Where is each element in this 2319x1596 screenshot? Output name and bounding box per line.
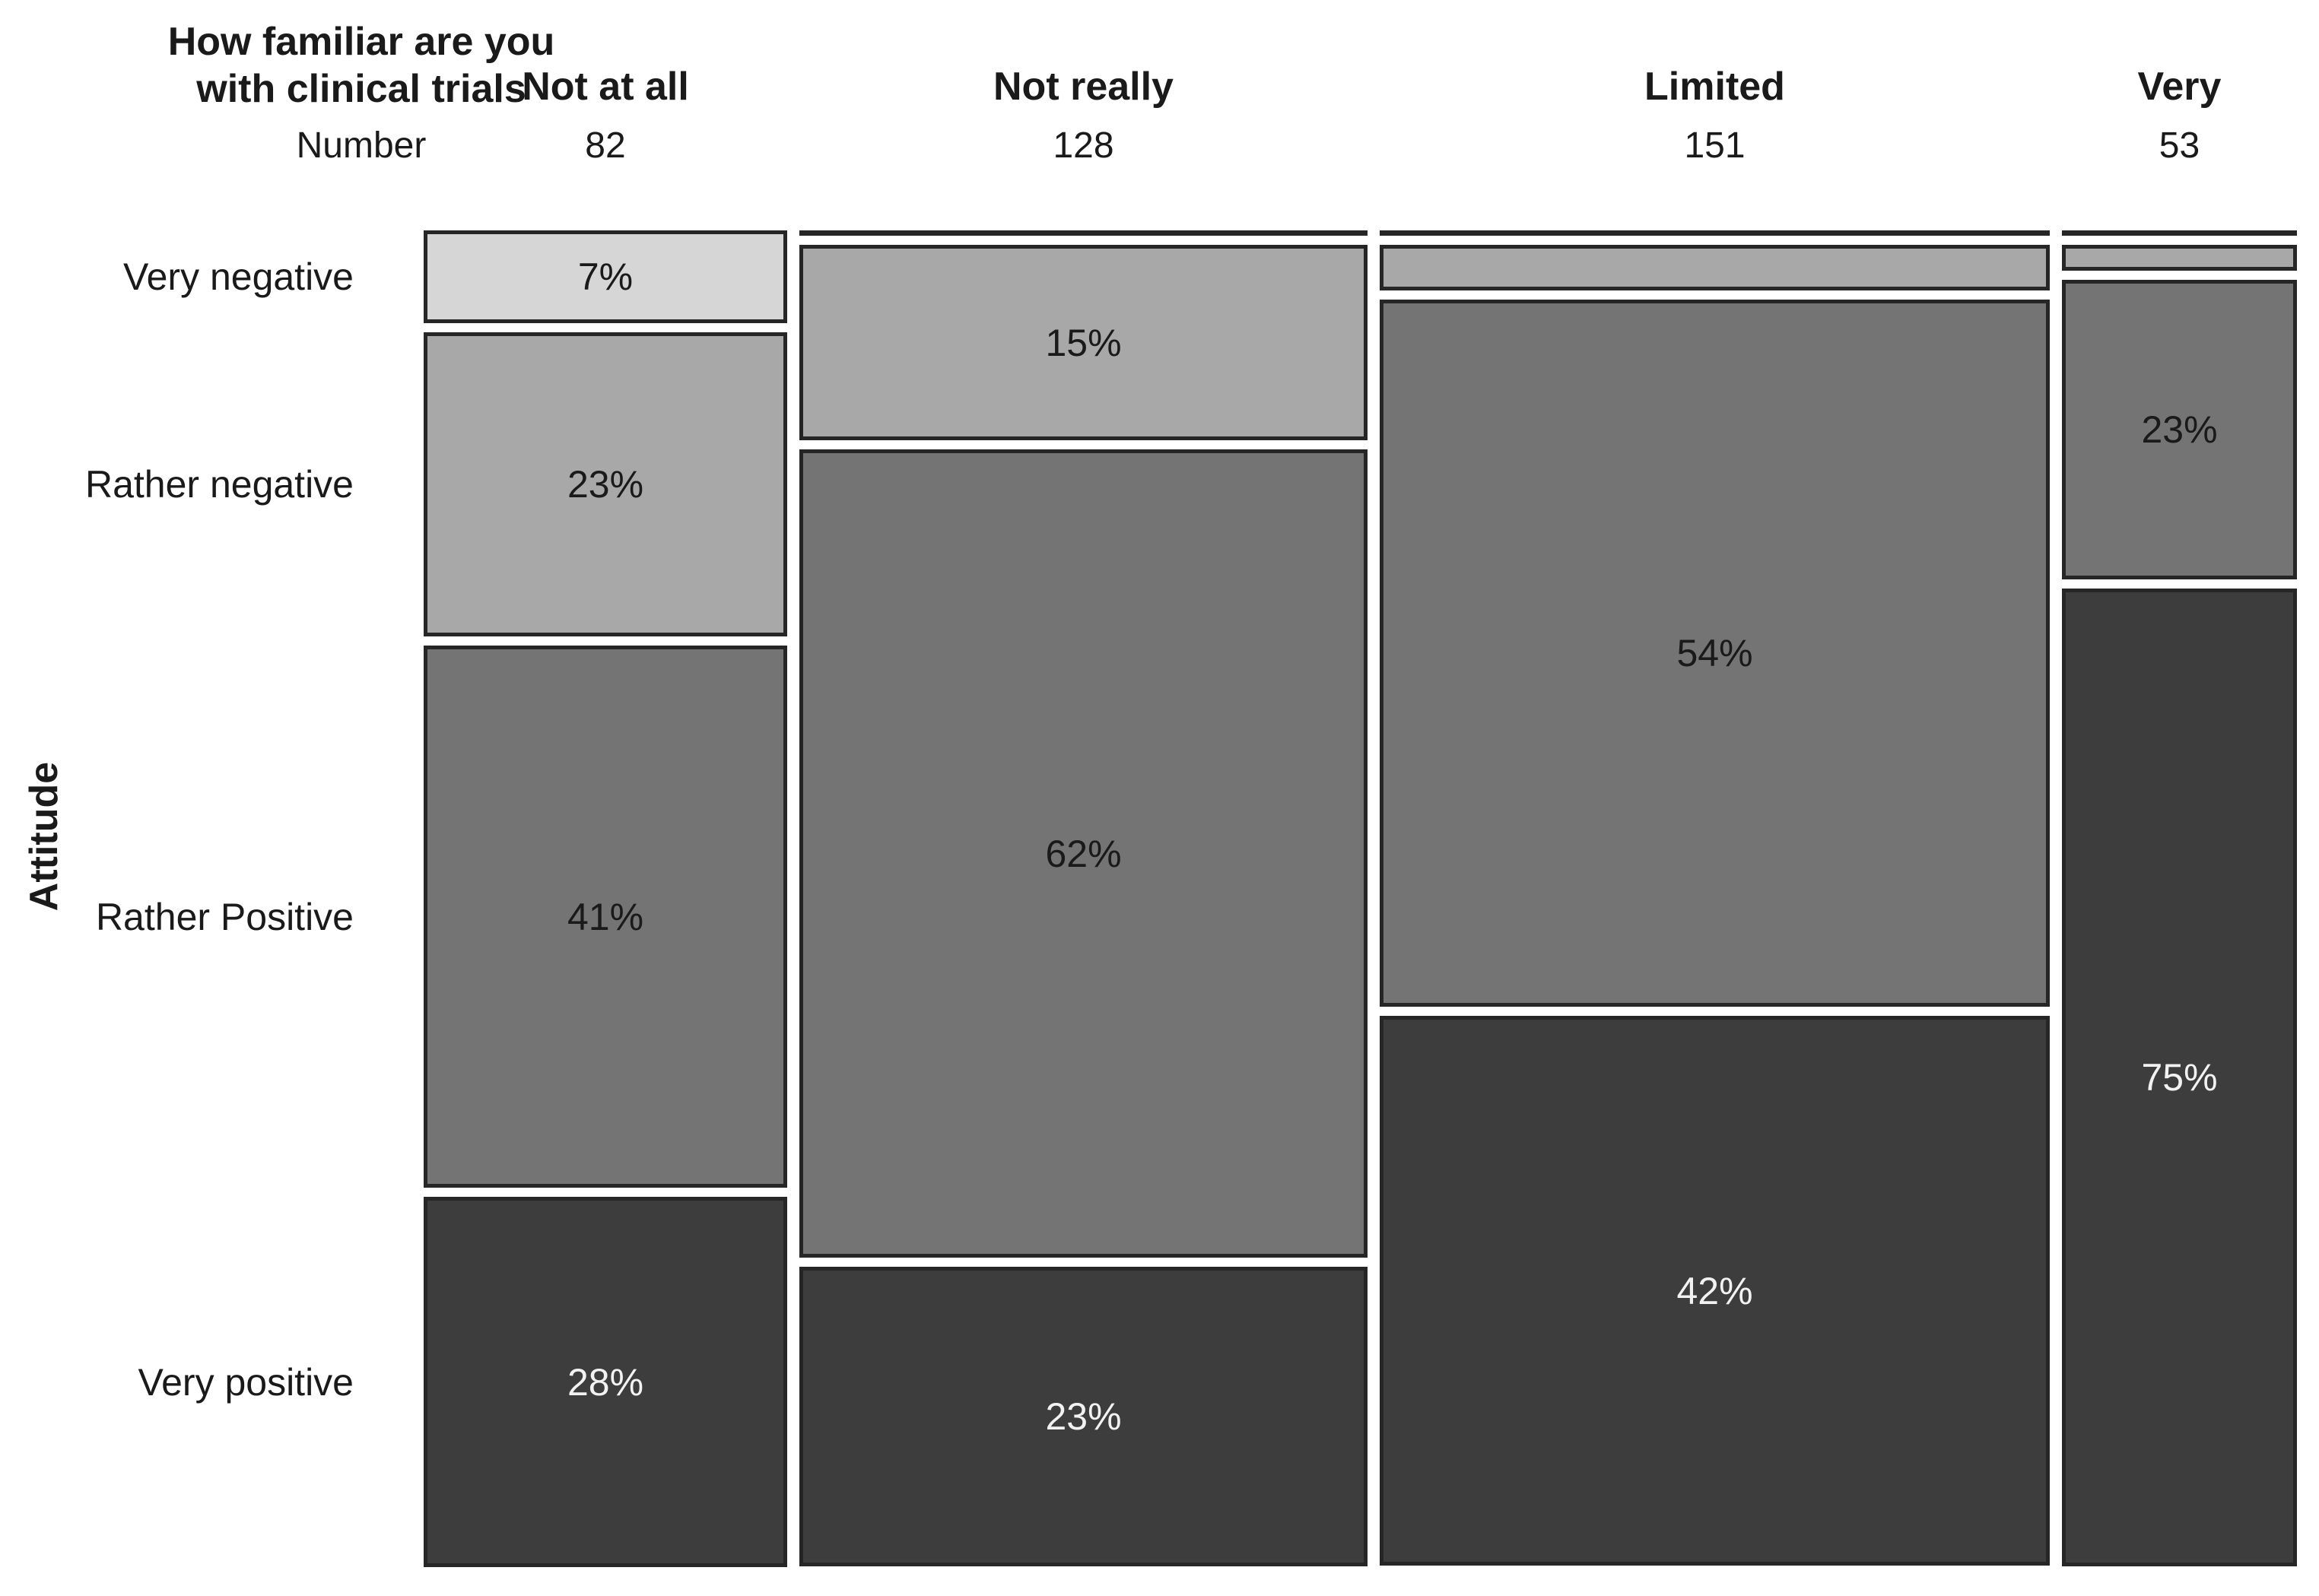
row-label-rather-negative: Rather negative: [84, 463, 354, 506]
segment-label: 28%: [567, 1360, 644, 1404]
plot-area: 7% 23% 41% 28% 15% 62% 23% 54% 42% 23% 75%: [424, 230, 2297, 1567]
segment-3-very-positive: 42%: [1380, 1016, 2050, 1566]
segment-label: 54%: [1676, 632, 1753, 674]
segment-2-very-negative: [799, 230, 1368, 236]
segment-label: 42%: [1676, 1269, 1753, 1312]
column-1: 7% 23% 41% 28%: [424, 230, 787, 1567]
segment-4-very-negative: [2062, 230, 2297, 236]
segment-label: 23%: [567, 463, 644, 506]
x-axis-title: How familiar are you with clinical trial…: [0, 18, 723, 113]
segment-label: 23%: [2141, 408, 2218, 451]
column-count-2: 128: [1053, 125, 1114, 166]
segment-2-rather-positive: 62%: [799, 449, 1368, 1258]
segment-3-rather-positive: 54%: [1380, 300, 2050, 1007]
segment-1-rather-negative: 23%: [424, 332, 787, 636]
segment-4-very-positive: 75%: [2062, 589, 2297, 1566]
row-label-very-negative: Very negative: [123, 255, 354, 298]
column-count-1: 82: [585, 125, 626, 166]
column-3: 54% 42%: [1380, 230, 2050, 1566]
column-header-2: Not really: [993, 65, 1174, 109]
segment-1-very-negative: 7%: [424, 230, 787, 323]
segment-label: 62%: [1045, 832, 1122, 875]
y-axis-title: Attitude: [22, 761, 66, 912]
segment-4-rather-negative: [2062, 245, 2297, 271]
segment-3-rather-negative: [1380, 245, 2050, 290]
row-label-very-positive: Very positive: [138, 1361, 354, 1404]
segment-4-rather-positive: 23%: [2062, 280, 2297, 579]
column-header-3: Limited: [1644, 65, 1785, 109]
segment-2-rather-negative: 15%: [799, 245, 1368, 440]
x-axis-title-line1: How familiar are you: [167, 20, 555, 64]
segment-label: 7%: [577, 255, 634, 298]
x-axis-title-line2: with clinical trials: [196, 67, 526, 111]
row-label-rather-positive: Rather Positive: [95, 896, 354, 938]
column-count-4: 53: [2159, 125, 2200, 166]
segment-label: 23%: [1045, 1395, 1122, 1438]
column-header-1: Not at all: [522, 65, 689, 109]
column-2: 15% 62% 23%: [799, 230, 1368, 1566]
segment-1-very-positive: 28%: [424, 1197, 787, 1567]
segment-2-very-positive: 23%: [799, 1267, 1368, 1566]
segment-label: 41%: [567, 895, 644, 938]
segment-label: 75%: [2141, 1056, 2218, 1099]
segment-1-rather-positive: 41%: [424, 646, 787, 1188]
column-header-4: Very: [2137, 65, 2222, 109]
count-row-label: Number: [296, 125, 427, 166]
column-count-3: 151: [1684, 125, 1746, 166]
column-4: 23% 75%: [2062, 230, 2297, 1566]
segment-3-very-negative: [1380, 230, 2050, 236]
segment-label: 15%: [1045, 321, 1122, 364]
